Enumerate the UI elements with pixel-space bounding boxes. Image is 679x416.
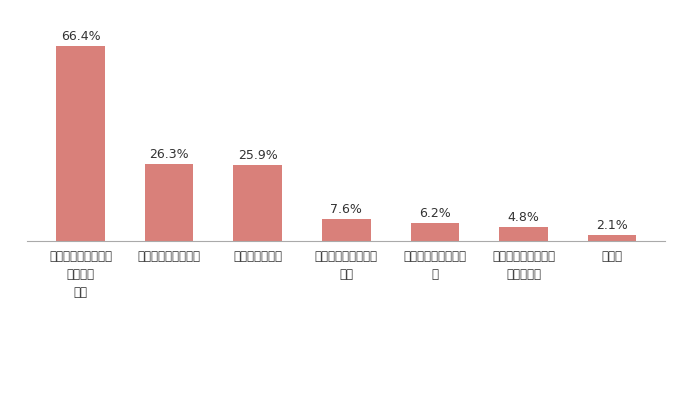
- Text: 26.3%: 26.3%: [149, 148, 189, 161]
- Bar: [234, 165, 282, 241]
- Text: 2.1%: 2.1%: [596, 219, 628, 232]
- Text: 4.8%: 4.8%: [507, 211, 539, 224]
- Text: 7.6%: 7.6%: [331, 203, 362, 216]
- Bar: [145, 164, 194, 241]
- Text: 25.9%: 25.9%: [238, 149, 278, 162]
- Bar: [411, 223, 459, 241]
- Bar: [499, 227, 548, 241]
- Bar: [56, 46, 105, 241]
- Text: 66.4%: 66.4%: [60, 30, 100, 43]
- Text: 6.2%: 6.2%: [419, 207, 451, 220]
- Bar: [588, 235, 636, 241]
- Bar: [322, 219, 371, 241]
